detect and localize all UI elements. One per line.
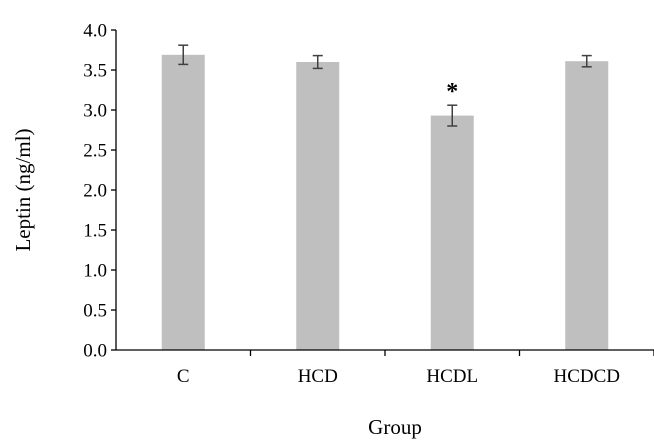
y-tick-label: 0.0 bbox=[83, 341, 107, 362]
bar-hcdcd bbox=[565, 61, 609, 350]
bar-hcd bbox=[296, 62, 340, 350]
x-tick-label-c: C bbox=[177, 366, 190, 387]
y-tick-label: 1.0 bbox=[83, 261, 107, 282]
y-tick-label: 3.5 bbox=[83, 61, 107, 82]
bar-hcdl bbox=[430, 115, 474, 350]
y-tick-label: 4.0 bbox=[83, 21, 107, 42]
x-tick-label-hcdl: HCDL bbox=[426, 366, 478, 387]
y-tick-label: 3.0 bbox=[83, 101, 107, 122]
x-tick-label-hcd: HCD bbox=[298, 366, 338, 387]
bar-c bbox=[161, 54, 205, 351]
y-tick-label: 0.5 bbox=[83, 301, 107, 322]
error-bars-layer bbox=[178, 44, 592, 127]
annotations-layer: * bbox=[446, 79, 458, 105]
bars-layer bbox=[161, 54, 609, 351]
x-tick-label-hcdcd: HCDCD bbox=[553, 366, 620, 387]
y-tick-label: 1.5 bbox=[83, 221, 107, 242]
x-axis-title: Group bbox=[368, 415, 422, 439]
y-axis-title: Leptin (ng/ml) bbox=[11, 128, 35, 251]
y-tick-label: 2.5 bbox=[83, 141, 107, 162]
y-ticks-layer: 0.0 0.5 1.0 1.5 2.0 2.5 3.0 3.5 4.0 bbox=[83, 21, 116, 362]
significance-marker: * bbox=[446, 79, 458, 105]
y-tick-label: 2.0 bbox=[83, 181, 107, 202]
x-ticks-layer: C HCD HCDL HCDCD bbox=[177, 350, 654, 387]
